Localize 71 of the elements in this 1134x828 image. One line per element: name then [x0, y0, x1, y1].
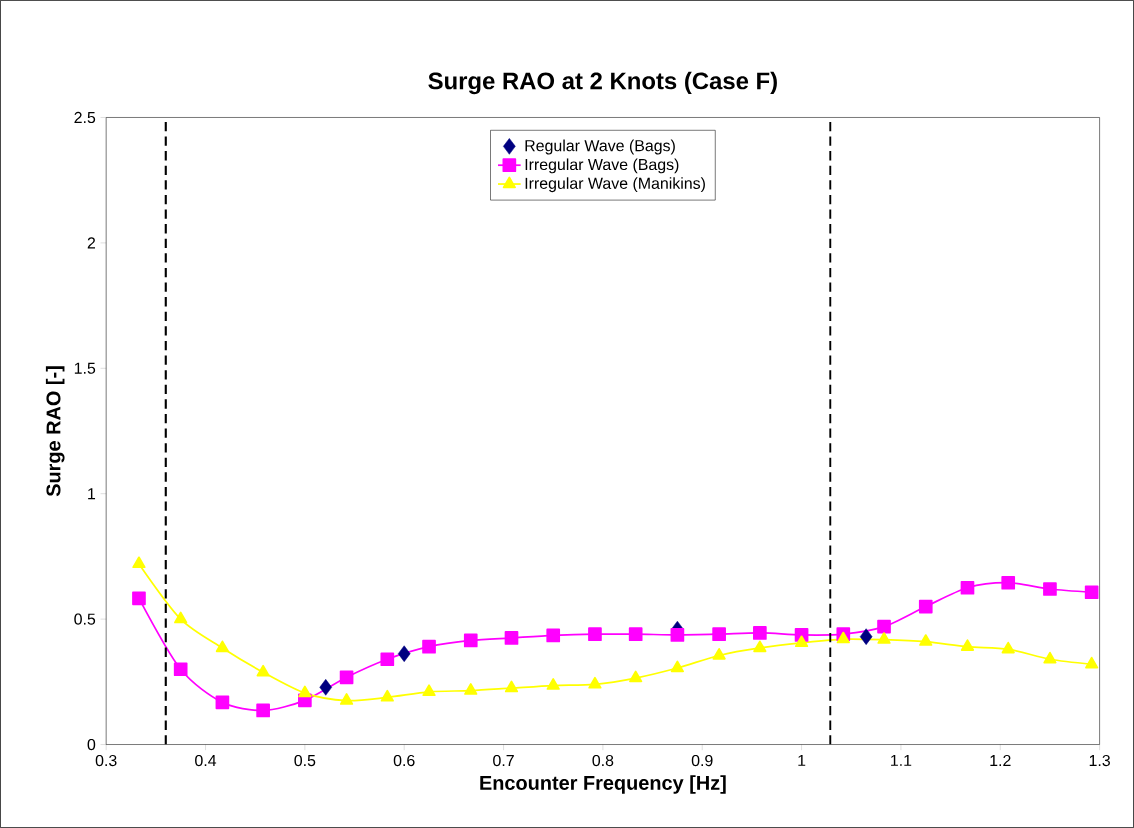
x-tick-label: 1.1 — [891, 754, 912, 766]
x-tick-label: 1.3 — [1089, 754, 1110, 767]
x-tick-label: 0.4 — [195, 754, 217, 767]
point — [670, 628, 685, 642]
point — [753, 626, 767, 640]
x-tick-label: 1.2 — [990, 754, 1011, 766]
point — [960, 639, 975, 651]
point — [877, 632, 891, 644]
point — [1043, 651, 1057, 664]
point — [339, 693, 354, 705]
point — [463, 633, 478, 648]
x-tick-label: 0.5 — [294, 754, 316, 767]
point — [1085, 656, 1099, 669]
point — [380, 689, 394, 702]
point — [588, 676, 602, 689]
point — [215, 640, 230, 653]
point — [319, 679, 332, 696]
point — [753, 640, 767, 653]
point — [712, 647, 726, 660]
point — [464, 683, 478, 695]
y-axis-title: Surge RAO [-] — [45, 366, 65, 497]
point — [836, 631, 850, 644]
x-axis-title: Encounter Frequency [Hz] — [480, 775, 726, 794]
point — [1043, 582, 1057, 596]
legend-label: Irregular Wave (Manikins) — [525, 177, 705, 193]
point — [1084, 585, 1099, 600]
y-tick-label: 0.5 — [74, 613, 96, 625]
point — [174, 611, 188, 624]
point — [422, 684, 436, 697]
legend-label: Irregular Wave (Bags) — [525, 158, 679, 174]
point — [397, 645, 411, 662]
point — [256, 664, 270, 677]
y-tick-label: 1.5 — [74, 362, 96, 374]
point — [173, 662, 188, 677]
point — [1001, 575, 1016, 590]
legend-label: Regular Wave (Bags) — [525, 139, 675, 155]
y-tick-label: 2.5 — [74, 111, 96, 124]
x-tick-label: 1 — [798, 754, 806, 766]
point — [629, 670, 643, 683]
point — [256, 703, 270, 718]
point — [546, 678, 560, 690]
point — [859, 628, 873, 645]
point — [712, 627, 726, 641]
point — [919, 634, 933, 646]
point — [215, 695, 230, 710]
point — [546, 628, 561, 643]
point — [960, 580, 975, 595]
point — [670, 660, 685, 673]
x-tick-label: 0.3 — [95, 754, 117, 767]
point — [339, 670, 354, 685]
point — [504, 680, 519, 693]
point — [504, 631, 519, 645]
x-tick-label: 0.6 — [393, 754, 415, 767]
chart-title: Surge RAO at 2 Knots (Case F) — [428, 71, 777, 95]
point — [877, 619, 891, 634]
point — [422, 639, 436, 654]
point — [628, 627, 643, 641]
point — [588, 627, 602, 641]
x-tick-label: 0.9 — [691, 754, 713, 767]
point — [918, 599, 933, 614]
point — [132, 591, 146, 606]
x-tick-label: 0.7 — [493, 754, 514, 767]
y-tick-label: 1 — [88, 488, 96, 500]
x-tick-label: 0.8 — [592, 754, 614, 767]
point — [794, 635, 809, 648]
y-tick-label: 0 — [87, 738, 96, 751]
point — [1001, 641, 1015, 654]
y-tick-label: 2 — [87, 237, 96, 249]
point — [132, 556, 146, 569]
point — [380, 652, 395, 667]
point — [298, 685, 312, 698]
